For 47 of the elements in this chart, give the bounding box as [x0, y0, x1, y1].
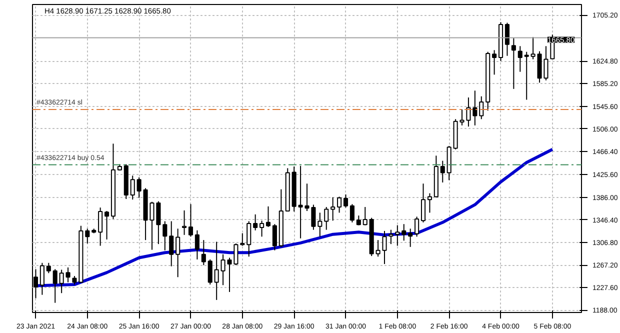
candlestick [214, 241, 219, 300]
candlestick [388, 229, 394, 245]
candlestick [188, 204, 194, 238]
candlestick [492, 50, 497, 76]
candlestick [260, 220, 264, 238]
candlestick [240, 232, 245, 246]
candlestick [266, 206, 271, 228]
candlestick [46, 262, 51, 274]
candlestick [420, 183, 426, 223]
candlestick [182, 210, 187, 236]
candlestick [169, 220, 174, 267]
candlestick [253, 214, 258, 231]
candlestick [362, 206, 368, 226]
candlestick [176, 228, 180, 278]
candlestick [98, 207, 103, 246]
candlestick [324, 206, 329, 230]
candlestick [402, 224, 406, 242]
candlestick [408, 228, 413, 248]
candlestick [427, 192, 432, 214]
candlestick [104, 210, 110, 240]
candlestick [472, 90, 478, 126]
candlestick [318, 212, 322, 238]
candlestick [350, 204, 354, 223]
candlestick [414, 216, 420, 238]
candlestick [337, 196, 342, 214]
candlestick [376, 240, 380, 258]
candlestick [246, 220, 252, 258]
candlestick [272, 224, 277, 251]
candlestick [40, 262, 44, 296]
candlestick [330, 196, 336, 222]
candlestick [511, 38, 516, 90]
candlestick [479, 96, 484, 120]
candlestick [343, 194, 348, 208]
candlestick [504, 22, 510, 56]
candlestick [440, 160, 445, 183]
candlestick [194, 230, 200, 260]
candlestick [382, 230, 387, 265]
candlestick [208, 258, 212, 286]
candlestick [518, 46, 522, 72]
candlestick [52, 268, 58, 304]
candlestick [201, 240, 206, 266]
candlestick [524, 51, 529, 100]
candlestick [85, 228, 90, 244]
candlestick [130, 175, 135, 200]
candlestick [136, 176, 142, 198]
candlestick [162, 220, 168, 251]
candlestick [395, 224, 400, 246]
